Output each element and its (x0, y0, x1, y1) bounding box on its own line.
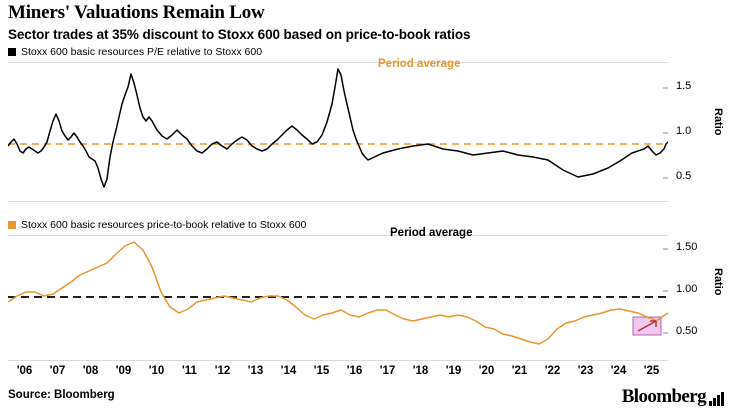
period-average-label-bottom: Period average (390, 227, 473, 239)
ytick-bottom-1: 1.50 (676, 241, 698, 253)
bottom-panel-svg (8, 235, 668, 361)
legend-swatch-pb (8, 221, 16, 229)
xtick-15: '15 (313, 365, 330, 377)
bloomberg-bars-icon (709, 384, 725, 406)
ytick-top-2: 1.0 (676, 125, 692, 137)
top-panel-plot: Period average (8, 58, 668, 202)
legend-top-panel: Stoxx 600 basic resources P/E relative t… (8, 46, 262, 58)
ytick-top-3: 0.5 (676, 170, 692, 182)
legend-swatch-pe (8, 48, 16, 56)
xtick-16: '16 (346, 365, 363, 377)
legend-label-pb: Stoxx 600 basic resources price-to-book … (21, 219, 307, 231)
yaxis-label-bottom: Ratio (712, 268, 724, 296)
xtick-23: '23 (577, 365, 594, 377)
xtick-25: '25 (643, 365, 660, 377)
xtick-12: '12 (214, 365, 231, 377)
xtick-21: '21 (511, 365, 528, 377)
xtick-22: '22 (544, 365, 561, 377)
ytick-bottom-3: 0.50 (676, 325, 698, 337)
page-title: Miners' Valuations Remain Low (8, 2, 265, 23)
period-average-label-top: Period average (378, 58, 461, 70)
xtick-14: '14 (280, 365, 297, 377)
yaxis-label-top: Ratio (712, 108, 724, 136)
bottom-panel-plot: Period average (8, 227, 668, 361)
xtick-08: '08 (82, 365, 99, 377)
xtick-13: '13 (247, 365, 264, 377)
source-note: Source: Bloomberg (8, 389, 115, 401)
bloomberg-wordmark: Bloomberg (621, 386, 707, 407)
top-panel-svg (8, 62, 668, 202)
ytick-bottom-2: 1.00 (676, 283, 698, 295)
xtick-20: '20 (478, 365, 495, 377)
ytick-top-1: 1.5 (676, 80, 692, 92)
xtick-10: '10 (148, 365, 165, 377)
xtick-24: '24 (610, 365, 627, 377)
xtick-06: '06 (16, 365, 33, 377)
xtick-17: '17 (379, 365, 396, 377)
legend-bottom-panel: Stoxx 600 basic resources price-to-book … (8, 219, 306, 231)
xtick-09: '09 (115, 365, 132, 377)
xtick-19: '19 (445, 365, 462, 377)
bloomberg-brand: Bloomberg (622, 384, 725, 408)
xtick-07: '07 (49, 365, 66, 377)
legend-label-pe: Stoxx 600 basic resources P/E relative t… (21, 46, 263, 58)
page-subtitle: Sector trades at 35% discount to Stoxx 6… (8, 27, 471, 42)
xtick-18: '18 (412, 365, 429, 377)
xtick-11: '11 (182, 365, 197, 377)
